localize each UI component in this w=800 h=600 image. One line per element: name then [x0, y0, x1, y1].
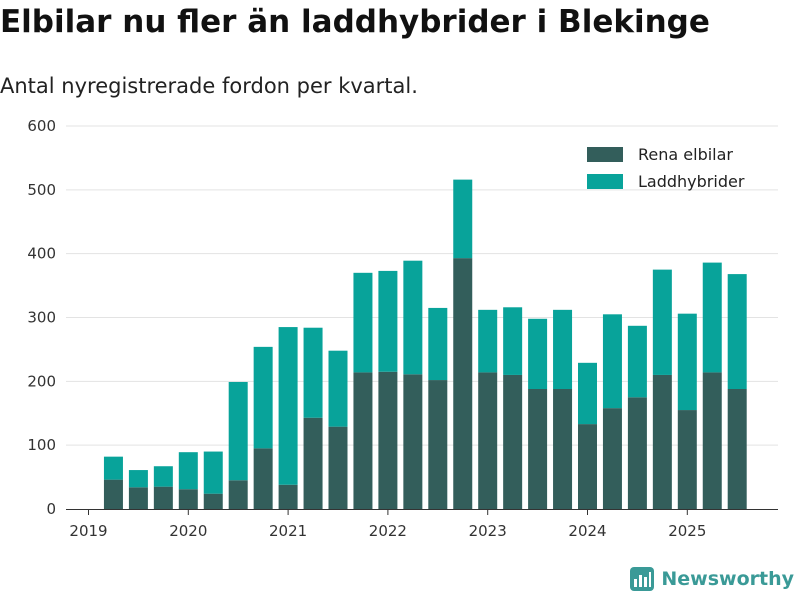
bar-2024Q3-rena-elbilar — [627, 397, 647, 509]
legend-swatch-rena-elbilar — [587, 147, 623, 162]
bar-2020Q4-laddhybrider — [253, 346, 273, 449]
y-tick-label: 400 — [27, 245, 56, 263]
bar-2019Q4-laddhybrider — [153, 466, 173, 487]
bar-2024Q4-rena-elbilar — [652, 374, 672, 509]
y-tick-label: 300 — [27, 309, 56, 327]
y-tick-label: 500 — [27, 181, 56, 199]
y-tick-label: 200 — [27, 372, 56, 390]
newsworthy-chart-icon — [630, 567, 655, 591]
bar-2023Q1-rena-elbilar — [478, 372, 498, 509]
x-tick-label: 2024 — [568, 522, 606, 540]
chart-subtitle: Antal nyregistrerade fordon per kvartal. — [0, 74, 418, 98]
legend-label-laddhybrider: Laddhybrider — [638, 172, 745, 191]
bar-2025Q3-laddhybrider — [727, 274, 747, 389]
bar-2021Q1-laddhybrider — [278, 327, 298, 485]
bar-2025Q3-rena-elbilar — [727, 388, 747, 509]
bar-2020Q2-laddhybrider — [203, 451, 223, 494]
bar-2022Q1-rena-elbilar — [378, 371, 398, 509]
y-tick-label: 0 — [46, 500, 56, 518]
bar-2022Q3-laddhybrider — [428, 307, 448, 381]
bar-2023Q1-laddhybrider — [478, 309, 498, 373]
bar-2023Q4-laddhybrider — [553, 309, 573, 389]
bar-2025Q2-rena-elbilar — [702, 372, 722, 509]
bar-2021Q2-laddhybrider — [303, 327, 323, 418]
x-tick-label: 2022 — [369, 522, 407, 540]
bar-2020Q4-rena-elbilar — [253, 448, 273, 509]
bar-2025Q1-rena-elbilar — [677, 410, 697, 509]
newsworthy-logo: Newsworthy — [629, 566, 794, 592]
bar-2022Q1-laddhybrider — [378, 270, 398, 372]
bar-2020Q2-rena-elbilar — [203, 493, 223, 509]
bar-2022Q3-rena-elbilar — [428, 380, 448, 509]
bar-2025Q1-laddhybrider — [677, 313, 697, 411]
bar-2022Q2-laddhybrider — [403, 260, 423, 375]
bar-2024Q3-laddhybrider — [627, 325, 647, 398]
bars — [103, 179, 747, 509]
bar-2021Q3-laddhybrider — [328, 350, 348, 427]
legend: Rena elbilar Laddhybrider — [587, 145, 745, 191]
bar-2024Q2-rena-elbilar — [602, 408, 622, 509]
bar-2022Q4-rena-elbilar — [453, 258, 473, 509]
bar-2023Q2-rena-elbilar — [503, 374, 523, 509]
bar-2019Q2-laddhybrider — [103, 456, 123, 480]
x-tick-label: 2023 — [469, 522, 507, 540]
bar-2019Q3-laddhybrider — [128, 470, 148, 488]
bar-2023Q2-laddhybrider — [503, 307, 523, 375]
bar-2020Q1-rena-elbilar — [178, 489, 198, 509]
y-tick-label: 600 — [27, 117, 56, 135]
bar-2025Q2-laddhybrider — [702, 262, 722, 373]
legend-swatch-laddhybrider — [587, 174, 623, 189]
x-tick-label: 2025 — [668, 522, 706, 540]
bar-2019Q2-rena-elbilar — [103, 479, 123, 509]
bar-2021Q1-rena-elbilar — [278, 484, 298, 509]
bar-2024Q1-rena-elbilar — [578, 424, 597, 509]
bar-2022Q2-rena-elbilar — [403, 374, 423, 509]
bar-2021Q4-laddhybrider — [353, 272, 373, 373]
bar-2021Q3-rena-elbilar — [328, 426, 348, 509]
bar-2022Q4-laddhybrider — [453, 179, 473, 259]
x-tick-label: 2019 — [69, 522, 107, 540]
bar-2024Q4-laddhybrider — [652, 269, 672, 375]
axes: 0 100 200 300 400 500 600 2019 2020 2021 2022 2023 2… — [27, 117, 778, 540]
bar-2023Q3-laddhybrider — [528, 318, 548, 389]
bar-2023Q3-rena-elbilar — [528, 388, 548, 509]
bar-2020Q1-laddhybrider — [178, 452, 198, 490]
x-tick-label: 2021 — [269, 522, 307, 540]
bar-2021Q2-rena-elbilar — [303, 417, 323, 509]
brand-name: Newsworthy — [661, 568, 794, 590]
x-tick-label: 2020 — [169, 522, 207, 540]
legend-label-rena-elbilar: Rena elbilar — [638, 145, 733, 164]
bar-2024Q1-laddhybrider — [578, 362, 597, 425]
bar-2020Q3-laddhybrider — [228, 381, 248, 481]
bar-2021Q4-rena-elbilar — [353, 372, 373, 509]
y-tick-label: 100 — [27, 436, 56, 454]
chart-title: Elbilar nu fler än laddhybrider i Blekin… — [0, 4, 710, 40]
bar-2023Q4-rena-elbilar — [553, 388, 573, 509]
bar-2020Q3-rena-elbilar — [228, 480, 248, 509]
bar-2024Q2-laddhybrider — [602, 314, 622, 409]
bar-2019Q4-rena-elbilar — [153, 486, 173, 509]
bar-2019Q3-rena-elbilar — [128, 487, 148, 509]
